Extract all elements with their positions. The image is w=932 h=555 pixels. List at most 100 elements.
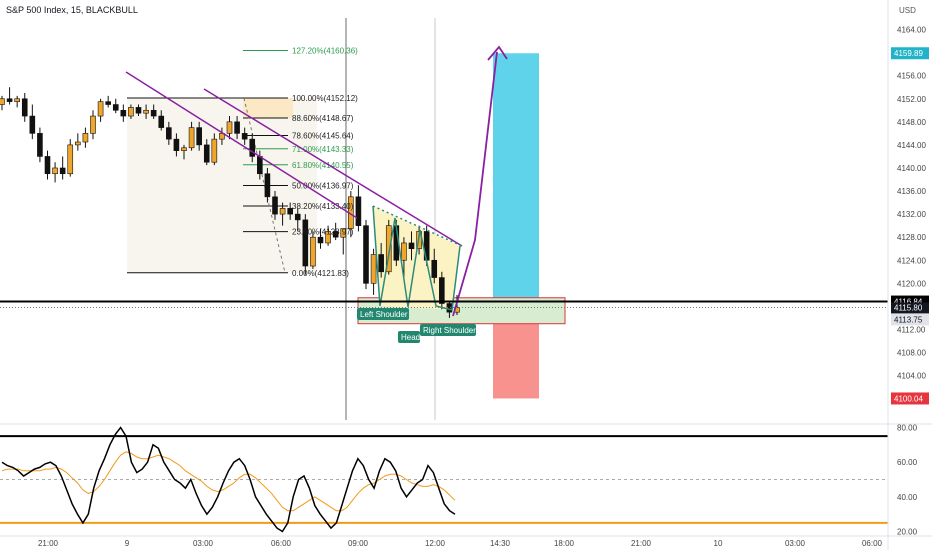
price-tick-label: 4144.00 [897, 141, 926, 150]
price-tick-label: 4128.00 [897, 233, 926, 242]
rsi-pane [0, 423, 932, 533]
price-tick-label: 4152.00 [897, 95, 926, 104]
candle-body [52, 167, 58, 175]
price-tick-label: 4136.00 [897, 187, 926, 196]
last-price-badge: 4115.80 [894, 304, 923, 313]
candle-body [59, 167, 66, 175]
time-tick-label: 12:00 [425, 539, 446, 548]
candle-body [317, 236, 324, 244]
tp-price-badge: 4159.89 [894, 49, 923, 58]
candle-body [302, 219, 309, 267]
time-axis[interactable]: 21:00 9 03:00 06:00 09:00 12:00 14:30 18:00 21:0… [0, 535, 932, 548]
rsi-tick-label: 80.00 [897, 423, 918, 432]
candle-body [325, 231, 331, 244]
time-tick-label: 06:00 [271, 539, 292, 548]
sl-price-badge-bg [891, 392, 929, 405]
price-tick-label: 4108.00 [897, 349, 926, 358]
rsi-line [1, 426, 456, 533]
time-tick-label: 03:00 [785, 539, 806, 548]
trendline-upper [125, 71, 358, 219]
take-profit-zone [493, 53, 539, 308]
time-tick-label: 21:00 [631, 539, 652, 548]
drawing-tools[interactable]: 127.20%(4160.36) 100.00%(4152.12) 88.60%(4… [0, 45, 888, 317]
price-tick-label: 4104.00 [897, 372, 926, 381]
fib-band-upper [243, 98, 293, 118]
head-label: Head [398, 331, 420, 343]
candle-body [29, 115, 36, 134]
price-tick-label: 4164.00 [897, 26, 926, 35]
candle-body [166, 127, 172, 140]
pattern-neckline [372, 205, 463, 247]
rsi-ma-line [1, 451, 456, 512]
candles [0, 87, 460, 318]
entry-price-badge: 4116.84 [894, 298, 923, 307]
fib-label: 61.80%(4140.55) [292, 161, 354, 170]
fib-label: 127.20%(4160.36) [292, 47, 358, 56]
fib-label: 78.60%(4145.64) [292, 131, 354, 140]
rsi-tick-label: 60.00 [897, 458, 918, 467]
candle-body [408, 242, 415, 250]
currency-label: USD [899, 6, 916, 15]
candle-body [211, 138, 218, 163]
time-tick-label: 18:00 [554, 539, 575, 548]
fib-background [127, 98, 317, 273]
candle-body [279, 208, 286, 215]
time-tick-label: 03:00 [193, 539, 214, 548]
candle-body [363, 225, 369, 284]
time-tick-label: 14:30 [490, 539, 511, 548]
candle-body [112, 104, 119, 111]
pattern-zigzag [372, 205, 461, 311]
candle-body [249, 138, 256, 157]
time-tick-label: 9 [125, 539, 130, 548]
symbol-title: S&P 500 Index, 15, BLACKBULL [6, 5, 138, 15]
price-tick-label: 4132.00 [897, 210, 926, 219]
projection-path [452, 51, 498, 317]
price-tick-label: 4124.00 [897, 256, 926, 265]
candle-body [128, 107, 134, 117]
candle-body [181, 147, 187, 151]
candle-body [21, 98, 28, 117]
candle-body [90, 115, 96, 134]
svg-text:Right Shoulder: Right Shoulder [423, 326, 476, 335]
candle-body [264, 173, 271, 198]
candle-body [385, 225, 392, 273]
candle-body [37, 133, 43, 157]
candle-body [143, 109, 149, 114]
candle-body [97, 101, 104, 117]
candle-body [120, 109, 127, 117]
candle-body [75, 141, 81, 146]
sl-price-badge: 4100.04 [894, 394, 923, 403]
candle-body [310, 236, 316, 267]
candle-body [287, 208, 293, 215]
tp-price-badge-bg [891, 47, 929, 60]
candle-body [234, 121, 240, 134]
candle-body [332, 231, 339, 238]
candle-body [158, 115, 165, 128]
price-tick-label: 4148.00 [897, 118, 926, 127]
price-tick-label: 4156.00 [897, 72, 926, 81]
right-shoulder-label: Right Shoulder [420, 324, 476, 336]
candle-body [67, 144, 74, 175]
candle-body [370, 254, 377, 284]
trendline-lower [203, 88, 463, 247]
candle-body [294, 213, 301, 221]
candle-body [150, 109, 157, 117]
fib-label: 23.60%(4128.97) [292, 228, 354, 237]
svg-text:Head: Head [401, 333, 420, 342]
candle-body [439, 277, 445, 304]
candle-body [14, 98, 20, 102]
fib-label: 100.00%(4152.12) [292, 94, 358, 103]
candle-body [173, 138, 180, 151]
candle-body [355, 196, 362, 226]
stop-price-badge: 4113.75 [894, 315, 923, 324]
time-tick-label: 10 [714, 539, 723, 548]
price-axis[interactable]: 4164.004160.004156.004152.004148.004144.… [887, 0, 929, 550]
candle-body [340, 228, 347, 238]
candle-body [431, 259, 438, 278]
candle-body [105, 101, 111, 105]
stop-price-badge-bg [891, 313, 929, 326]
candle-body [241, 133, 248, 140]
price-tick-label: 4120.00 [897, 279, 926, 288]
